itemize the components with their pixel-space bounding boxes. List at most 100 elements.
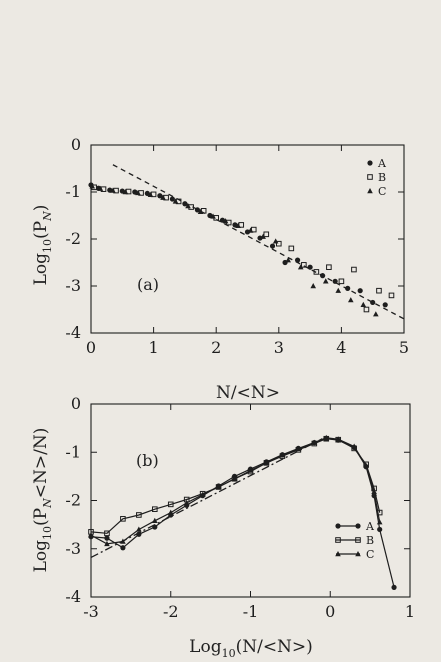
legend-marker-B: [335, 537, 341, 543]
data-point-C: [185, 203, 191, 209]
x-tick-label-a: 2: [211, 338, 221, 357]
data-point-A: [219, 217, 226, 223]
data-point-A: [307, 264, 313, 270]
data-point-B: [104, 530, 110, 537]
data-point-A: [157, 193, 163, 199]
x-label-b-log: Log: [189, 637, 222, 657]
data-point-A: [152, 524, 158, 530]
data-point-B: [351, 266, 357, 273]
fit-line-a: [112, 164, 405, 320]
y-axis-label-a: Log10(PN): [31, 205, 54, 286]
y-label-a-sub2: N: [41, 211, 54, 222]
data-point-A: [377, 526, 383, 533]
fit-line-b: [90, 438, 323, 559]
data-point-A: [391, 584, 397, 590]
y-tick-label-a: -4: [65, 323, 81, 342]
x-label-b-sub: 10: [222, 647, 236, 660]
data-point-A: [345, 285, 351, 291]
x-tick-label-b: 1: [405, 602, 415, 621]
legend-marker-C: [355, 551, 361, 557]
data-point-C: [335, 287, 342, 293]
data-point-A: [332, 278, 338, 284]
x-tick-label-b: 0: [325, 602, 335, 621]
data-point-C: [88, 532, 94, 538]
data-point-C: [260, 233, 266, 239]
data-point-C: [295, 445, 302, 452]
x-label-b-tail: (N/<N>): [236, 637, 313, 657]
legend-marker-A: [355, 523, 361, 529]
y-tick-label-a: 0: [71, 135, 81, 154]
data-point-C: [263, 459, 270, 466]
x-tick-label-b: -2: [163, 602, 179, 621]
data-point-A: [136, 531, 142, 537]
data-point-C: [285, 257, 291, 263]
y-tick-label-b: -3: [65, 539, 81, 558]
y-label-b-log: Log: [31, 540, 51, 573]
data-point-B: [376, 287, 382, 294]
data-point-A: [370, 299, 376, 306]
chart-panel-a: 0 1 2 3 4 5 0 -1 -2 -3 -4 ABC (a) N/<N> Log10(PN): [31, 135, 409, 403]
x-tick-label-a: 0: [86, 338, 96, 357]
plot-frame-a: [90, 144, 405, 334]
data-point-C: [323, 434, 330, 440]
fit-line-b: [90, 438, 323, 559]
data-point-A: [269, 243, 276, 249]
plot-frame-b: [90, 403, 411, 598]
data-point-A: [119, 188, 125, 194]
legend-a: ABC: [367, 157, 387, 198]
x-axis-label-a: N/<N>: [216, 383, 280, 403]
x-tick-label-b: -1: [243, 602, 259, 621]
legend-label-B: B: [366, 534, 374, 547]
data-point-B: [301, 262, 307, 268]
data-point-A: [144, 190, 150, 197]
y-label-a-sub: 10: [41, 239, 54, 253]
data-point-B: [152, 506, 158, 512]
data-point-B: [167, 501, 174, 508]
x-tick-label-a: 4: [336, 338, 346, 357]
data-point-C: [110, 187, 116, 193]
y-tick-label-a: -1: [65, 182, 81, 201]
data-point-A: [382, 302, 388, 308]
data-point-B: [338, 278, 345, 285]
y-label-b-sub: 10: [41, 526, 54, 540]
legend-label-C: C: [366, 548, 374, 561]
y-tick-label-b: -4: [65, 587, 81, 606]
legend-marker-C: [335, 551, 341, 557]
data-point-C: [247, 467, 254, 473]
y-tick-label-b: -2: [65, 491, 81, 510]
data-point-B: [388, 292, 395, 299]
data-point-C: [376, 519, 383, 525]
legend-marker-B: [355, 537, 361, 543]
data-point-B: [313, 269, 320, 275]
x-tick-label-a: 5: [399, 338, 409, 357]
data-point-A: [132, 189, 138, 195]
data-point-A: [244, 229, 251, 235]
tick-labels-b: -3 -2 -1 0 10-1-2-3-4: [65, 394, 415, 621]
panel-label-a: (a): [137, 275, 159, 294]
data-point-A: [182, 201, 188, 207]
legend-marker-A: [335, 523, 341, 529]
chart-panel-b: -3 -2 -1 0 10-1-2-3-4 ABC (b) Log10(N/<N>) L…: [31, 394, 415, 660]
data-point-C: [136, 526, 142, 532]
data-point-C: [215, 483, 222, 490]
data-point-A: [320, 273, 326, 279]
data-point-C: [104, 540, 110, 547]
y-axis-label-b: Log10(PN<N>/N): [31, 428, 54, 573]
data-point-C: [172, 198, 179, 204]
data-point-C: [247, 227, 254, 233]
y-label-a-log: Log: [31, 253, 51, 286]
data-point-C: [135, 189, 141, 196]
data-point-C: [167, 509, 174, 515]
data-point-A: [257, 235, 263, 241]
y-label-a-end: ): [31, 205, 51, 212]
legend-label-A: A: [377, 157, 387, 170]
data-point-C: [235, 222, 241, 229]
data-point-C: [347, 297, 354, 303]
data-point-B: [276, 240, 282, 247]
data-point-C: [147, 191, 154, 198]
data-lines-b: [88, 434, 397, 590]
data-point-A: [194, 207, 201, 213]
data-point-B: [363, 306, 370, 313]
